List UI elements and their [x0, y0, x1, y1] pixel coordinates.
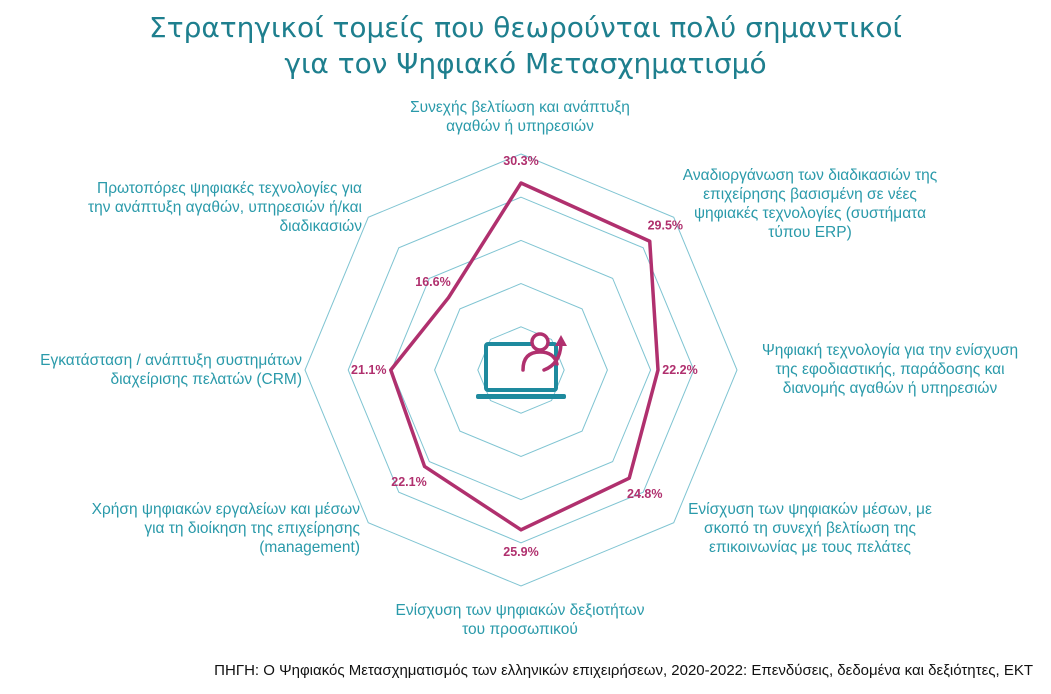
source-note: ΠΗΓΗ: Ο Ψηφιακός Μετασχηματισμός των ελλ… [214, 662, 1033, 679]
chart-title-line-2: για τον Ψηφιακό Μετασχηματισμό [284, 47, 767, 80]
data-point-3 [656, 368, 660, 372]
radar-series [389, 181, 660, 532]
category-label-4: Ενίσχυση των ψηφιακών μέσων, με σκοπό τη … [660, 500, 960, 557]
data-point-5 [519, 528, 523, 532]
grid-ring-5 [304, 153, 738, 587]
category-label-line: Συνεχής βελτίωση και ανάπτυξη [410, 99, 630, 116]
user-body-shape [521, 350, 559, 372]
value-label-6: 22.1% [391, 475, 426, 489]
value-label-2: 29.5% [648, 219, 683, 233]
category-label-line: Εγκατάσταση / ανάπτυξη συστημάτων [40, 352, 302, 369]
category-label-line: Ενίσχυση των ψηφιακών δεξιοτήτων [395, 602, 645, 619]
category-label-line: Χρήση ψηφιακών εργαλείων και μέσων [91, 501, 360, 518]
laptop-screen-shape [484, 342, 558, 392]
category-label-line: διανομής αγαθών ή υπηρεσιών [782, 380, 998, 397]
grid-ring-4 [347, 196, 695, 544]
data-point-4 [627, 476, 631, 480]
growth-arrowhead-shape [555, 335, 567, 346]
data-point-2 [648, 239, 652, 243]
category-label-line: του προσωπικού [462, 621, 578, 638]
grid-ring-1 [477, 326, 565, 414]
growth-arrow-shape [542, 342, 563, 372]
laptop-user-growth-icon [476, 332, 567, 399]
category-label-line: Ενίσχυση των ψηφιακών μέσων, με [688, 501, 932, 518]
chart-title-line-1: Στρατηγικοί τομείς που θεωρούνται πολύ σ… [149, 11, 902, 44]
category-label-line: σκοπό τη συνεχή βελτίωση της [704, 520, 916, 537]
category-label-5: Ενίσχυση των ψηφιακών δεξιοτήτων του προσ… [360, 601, 680, 639]
category-label-line: ψηφιακές τεχνολογίες (συστήματα [693, 205, 927, 222]
category-label-line: Αναδιοργάνωση των διαδικασιών της [682, 167, 938, 184]
category-label-line: επικοινωνίας με τους πελάτες [709, 539, 911, 556]
category-label-3: Ψηφιακή τεχνολογία για την ενίσχυση της ε… [742, 341, 1038, 398]
value-label-1: 30.3% [503, 154, 538, 168]
data-point-7 [389, 368, 393, 372]
category-label-8: Πρωτοπόρες ψηφιακές τεχνολογίες για την α… [40, 179, 362, 236]
category-label-line: διαδικασιών [279, 218, 363, 235]
category-label-line: την ανάπτυξη αγαθών, υπηρεσιών ή/και [88, 199, 362, 216]
value-label-3: 22.2% [662, 363, 697, 377]
category-label-line: Ψηφιακή τεχνολογία για την ενίσχυση [761, 342, 1019, 359]
category-label-line: Πρωτοπόρες ψηφιακές τεχνολογίες για [97, 180, 362, 197]
category-label-line: διαχείρισης πελατών (CRM) [110, 371, 302, 388]
category-label-line: επιχείρησης βασισμένη σε νέες [703, 186, 917, 203]
value-labels: 30.3% 29.5% 22.2% 24.8% 25.9% 22.1% 21.1% 16.6% [351, 154, 698, 559]
data-point-6 [423, 464, 427, 468]
data-point-1 [519, 181, 523, 185]
category-label-line: τύπου ERP) [768, 224, 852, 241]
category-label-line: (management) [259, 539, 360, 556]
category-label-2: Αναδιοργάνωση των διαδικασιών της επιχείρ… [660, 166, 960, 242]
category-label-6: Χρήση ψηφιακών εργαλείων και μέσων για τη… [20, 500, 360, 557]
category-label-line: αγαθών ή υπηρεσιών [446, 118, 594, 135]
chart-title: Στρατηγικοί τομείς που θεωρούνται πολύ σ… [0, 10, 1051, 82]
value-label-7: 21.1% [351, 363, 386, 377]
user-head-shape [530, 332, 550, 352]
data-point-8 [447, 296, 451, 300]
laptop-base-shape [476, 394, 566, 399]
category-label-line: της εφοδιαστικής, παράδοσης και [775, 361, 1005, 378]
grid-ring-2 [434, 283, 608, 457]
category-label-1: Συνεχής βελτίωση και ανάπτυξη αγαθών ή υπ… [380, 98, 660, 136]
value-label-8: 16.6% [415, 275, 450, 289]
category-label-line: για τη διοίκηση της επιχείρησης [144, 520, 360, 537]
value-label-5: 25.9% [503, 545, 538, 559]
value-label-4: 24.8% [627, 487, 662, 501]
grid-ring-3 [390, 239, 652, 501]
category-label-7: Εγκατάσταση / ανάπτυξη συστημάτων διαχείρ… [0, 351, 302, 389]
